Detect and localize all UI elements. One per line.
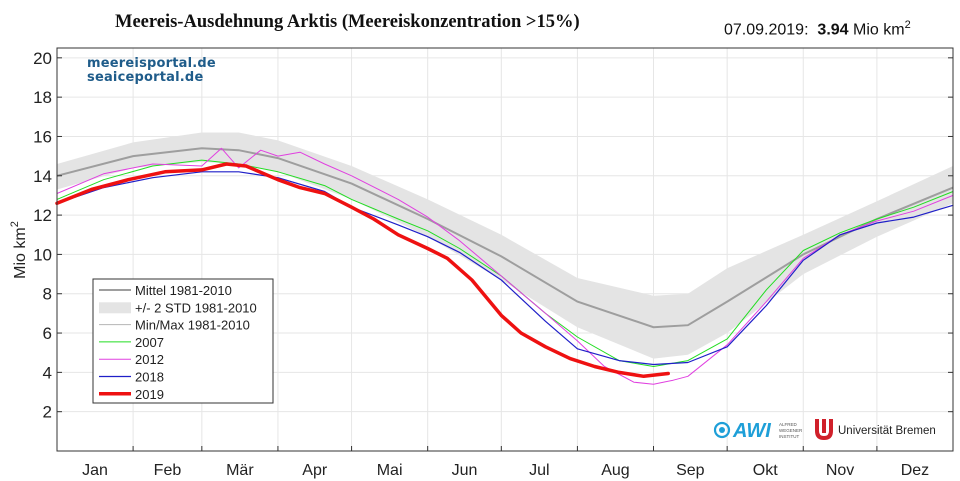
- series-line-y2019: [55, 162, 670, 379]
- uni-bremen-logo: Universität Bremen: [815, 419, 936, 440]
- y-tick-label: 14: [33, 167, 52, 186]
- portal-link-meereisportal[interactable]: meereisportal.de: [87, 56, 216, 71]
- awi-logo-sub2: WEGENER: [779, 428, 803, 433]
- series-mean-line: [56, 147, 954, 329]
- legend-label-y2007: 2007: [135, 335, 164, 350]
- uni-bremen-logo-text: Universität Bremen: [838, 425, 936, 437]
- y-tick-label: 4: [43, 363, 52, 382]
- y-tick-label: 8: [43, 285, 52, 304]
- awi-logo-sub3: INSTITUT: [779, 434, 799, 439]
- readout-value: 3.94: [817, 21, 849, 39]
- current-value-readout: 07.09.2019: 3.94 Mio km2: [724, 19, 911, 39]
- legend-label-mean: Mittel 1981-2010: [135, 283, 232, 298]
- portal-link-seaiceportal[interactable]: seaiceportal.de: [87, 70, 204, 85]
- readout-date: 07.09.2019:: [724, 21, 809, 39]
- y-tick-label: 2: [43, 403, 52, 422]
- x-tick-label-month: Jun: [452, 462, 478, 479]
- series-line-y2012: [56, 147, 954, 385]
- y-tick-label: 10: [33, 245, 52, 264]
- legend-label-y2019: 2019: [135, 387, 164, 402]
- x-tick-label-month: Jul: [529, 462, 549, 479]
- readout-unit-exponent: 2: [904, 19, 911, 31]
- series-line-y2018: [56, 171, 954, 366]
- series-std-band: [57, 132, 953, 359]
- y-tick-label: 16: [33, 127, 52, 146]
- legend-swatch-band: [99, 302, 131, 314]
- legend-label-band: +/- 2 STD 1981-2010: [135, 300, 257, 315]
- chart-title: Meereis-Ausdehnung Arktis (Meereiskonzen…: [115, 12, 580, 32]
- x-tick-label-month: Feb: [154, 462, 182, 479]
- x-tick-label-month: Mär: [226, 462, 254, 479]
- y-tick-label: 6: [43, 324, 52, 343]
- legend-label-minmax: Min/Max 1981-2010: [135, 318, 250, 333]
- y-axis-label: Mio km2: [9, 221, 29, 279]
- y-tick-label: 12: [33, 206, 52, 225]
- x-tick-label-month: Apr: [302, 462, 328, 479]
- y-tick-label: 18: [33, 88, 52, 107]
- x-tick-label-month: Jan: [82, 462, 108, 479]
- x-tick-label-month: Mai: [377, 462, 403, 479]
- legend-label-y2018: 2018: [135, 370, 164, 385]
- x-tick-label-month: Okt: [753, 462, 778, 479]
- x-tick-label-month: Dez: [901, 462, 929, 479]
- y-tick-label: 20: [33, 49, 52, 68]
- y-axis-label-exponent: 2: [9, 221, 21, 227]
- x-tick-label-month: Aug: [601, 462, 629, 479]
- x-tick-label-month: Sep: [676, 462, 705, 479]
- awi-logo-text: AWI: [732, 420, 771, 442]
- legend-box: [92, 278, 274, 404]
- awi-logo-sub1: ALFRED: [779, 422, 798, 427]
- readout-unit: Mio km: [853, 21, 905, 39]
- legend-label-y2012: 2012: [135, 352, 164, 367]
- x-tick-label-month: Nov: [826, 462, 854, 479]
- awi-logo: AWI ALFRED WEGENER INSTITUT: [713, 420, 803, 442]
- plot-frame: [56, 47, 954, 452]
